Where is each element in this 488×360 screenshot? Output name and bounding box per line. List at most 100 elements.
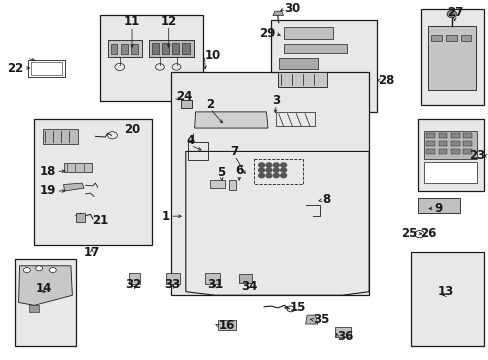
Text: 25: 25 — [400, 227, 416, 240]
Text: 28: 28 — [377, 74, 393, 87]
Polygon shape — [19, 266, 72, 305]
Circle shape — [414, 230, 424, 238]
Text: 16: 16 — [219, 319, 235, 332]
Bar — [204, 273, 219, 284]
Bar — [426, 133, 434, 138]
Circle shape — [273, 174, 279, 178]
Circle shape — [49, 267, 56, 273]
Text: 7: 7 — [230, 145, 238, 158]
Text: 26: 26 — [420, 227, 436, 240]
Bar — [450, 149, 459, 154]
Bar — [162, 43, 169, 54]
Text: 32: 32 — [124, 278, 141, 291]
Bar — [63, 163, 92, 172]
Text: 31: 31 — [206, 278, 223, 291]
Bar — [121, 44, 127, 54]
Bar — [188, 143, 207, 161]
Text: 27: 27 — [446, 6, 462, 19]
Bar — [131, 44, 138, 54]
Bar — [28, 60, 65, 77]
Text: 23: 23 — [468, 149, 485, 162]
Bar — [31, 62, 62, 75]
Text: 22: 22 — [7, 62, 23, 75]
Bar — [210, 180, 224, 188]
Bar — [438, 141, 447, 146]
Bar — [165, 273, 180, 284]
Bar — [438, 133, 447, 138]
Bar — [217, 320, 236, 330]
Text: 14: 14 — [36, 282, 52, 294]
Bar — [271, 20, 376, 112]
Text: 15: 15 — [289, 301, 305, 314]
Bar — [110, 44, 117, 54]
Circle shape — [273, 168, 279, 172]
Text: 30: 30 — [284, 2, 300, 15]
Bar — [76, 212, 84, 221]
Bar — [129, 273, 140, 284]
Text: 10: 10 — [204, 49, 220, 62]
Text: 6: 6 — [235, 164, 243, 177]
Bar — [424, 162, 476, 183]
Bar — [238, 274, 252, 283]
Circle shape — [23, 267, 30, 273]
Bar — [420, 9, 483, 105]
Text: 35: 35 — [312, 313, 328, 326]
Bar — [278, 58, 317, 69]
Bar — [100, 15, 203, 101]
Bar — [182, 43, 189, 54]
Bar — [181, 100, 191, 108]
Text: 3: 3 — [272, 94, 280, 107]
Text: 4: 4 — [186, 134, 194, 147]
Circle shape — [265, 174, 271, 178]
Text: 9: 9 — [433, 202, 442, 215]
Bar — [283, 27, 332, 39]
Bar — [417, 119, 483, 191]
Text: 11: 11 — [123, 15, 140, 28]
Polygon shape — [63, 183, 84, 191]
Bar — [426, 149, 434, 154]
Text: 13: 13 — [437, 285, 453, 298]
Bar — [450, 133, 459, 138]
Text: 24: 24 — [176, 90, 192, 103]
Circle shape — [265, 168, 271, 172]
Bar — [430, 35, 441, 41]
Text: 29: 29 — [259, 27, 275, 40]
Bar — [15, 259, 76, 346]
Bar — [445, 35, 456, 41]
Bar — [228, 180, 236, 190]
Bar — [462, 149, 471, 154]
Bar — [426, 141, 434, 146]
Bar — [427, 26, 475, 90]
Bar — [276, 112, 315, 126]
Bar — [417, 198, 459, 212]
Circle shape — [36, 266, 42, 271]
Bar — [277, 72, 326, 87]
Text: 33: 33 — [163, 278, 180, 291]
Bar — [462, 141, 471, 146]
Circle shape — [280, 163, 286, 167]
Polygon shape — [305, 315, 317, 324]
Text: 36: 36 — [337, 330, 353, 343]
Circle shape — [258, 174, 264, 178]
Bar — [254, 159, 303, 184]
Bar — [43, 129, 78, 144]
Text: 2: 2 — [206, 98, 214, 111]
Circle shape — [446, 10, 456, 18]
Bar — [438, 149, 447, 154]
Bar — [410, 252, 483, 346]
Circle shape — [258, 163, 264, 167]
Bar — [34, 119, 151, 245]
Text: 1: 1 — [162, 210, 170, 223]
Polygon shape — [272, 11, 283, 15]
Text: 12: 12 — [160, 15, 177, 28]
Circle shape — [265, 163, 271, 167]
Text: 20: 20 — [123, 123, 140, 136]
Bar — [283, 44, 346, 53]
Bar — [460, 35, 470, 41]
Circle shape — [280, 168, 286, 172]
Bar — [171, 72, 368, 295]
Bar — [107, 40, 142, 57]
Text: 21: 21 — [92, 214, 108, 227]
Bar — [149, 40, 194, 57]
Bar — [334, 327, 350, 337]
